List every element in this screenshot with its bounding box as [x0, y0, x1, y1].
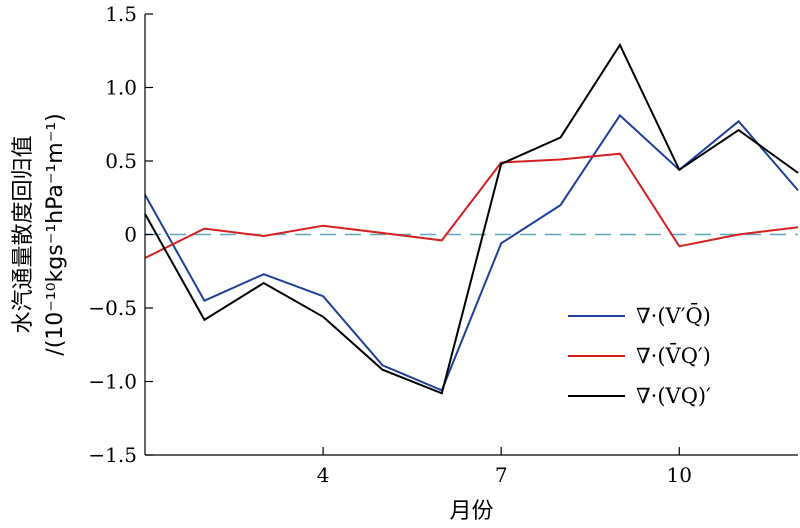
y-axis-title: 水汽通量散度回归值 /(10⁻¹⁰kgs⁻¹hPa⁻¹m⁻¹) [11, 113, 68, 355]
x-axis-title: 月份 [449, 499, 493, 524]
y-tick-label: −1.5 [88, 443, 137, 467]
legend-label-2: ∇·(V̄Q′) [636, 343, 711, 368]
legend-label-3: ∇·(VQ)′ [636, 384, 711, 408]
y-tick-label: 0 [124, 223, 137, 247]
series-line-3 [144, 42, 799, 395]
y-tick-label: 1.5 [105, 2, 137, 26]
series-line-2 [144, 152, 799, 259]
series-layer [144, 42, 799, 395]
x-tick-label: 4 [317, 463, 330, 487]
series-line-1 [144, 113, 799, 392]
y-tick-label: 1.0 [105, 76, 137, 100]
tick-labels: 1.5 1.0 0.5 0 −0.5 −1.0 −1.5 4 7 10 [88, 2, 692, 487]
y-axis-title-line1: 水汽通量散度回归值 [11, 135, 36, 333]
y-tick-label: 0.5 [105, 149, 137, 173]
x-tick-label: 10 [667, 463, 692, 487]
legend: ∇·(V′Q̄) ∇·(V̄Q′) ∇·(VQ)′ [568, 303, 711, 408]
y-tick-label: −0.5 [88, 296, 137, 320]
x-tick-label: 7 [495, 463, 508, 487]
y-tick-label: −1.0 [88, 370, 137, 394]
legend-label-1: ∇·(V′Q̄) [636, 303, 711, 328]
axes [144, 13, 798, 456]
y-axis-title-line2: /(10⁻¹⁰kgs⁻¹hPa⁻¹m⁻¹) [43, 113, 68, 355]
